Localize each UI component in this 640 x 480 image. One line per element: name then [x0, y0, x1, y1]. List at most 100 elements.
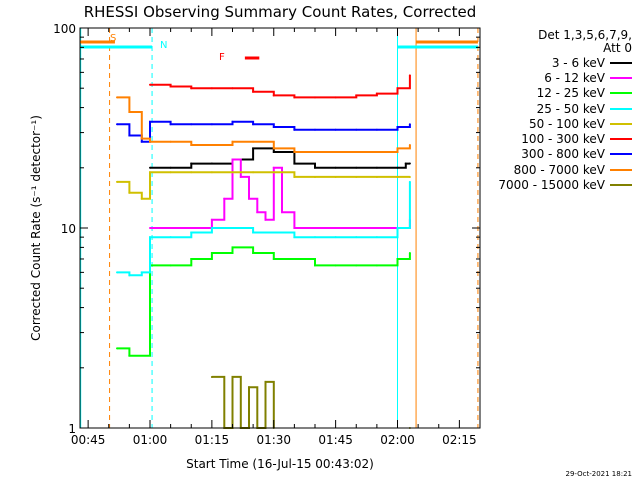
- data-point-800-7000-kev: [355, 150, 358, 153]
- data-point-25-50-kev: [314, 236, 317, 239]
- data-point-50-100-kev: [252, 171, 255, 174]
- y-tick-label: 100: [53, 22, 76, 36]
- legend-entry-label: 3 - 6 keV: [551, 55, 605, 70]
- data-point-800-7000-kev: [210, 144, 213, 147]
- legend-entry-label: 100 - 300 keV: [521, 132, 605, 147]
- legend-entry-label: 12 - 25 keV: [536, 86, 605, 101]
- legend-entry-label: 300 - 800 keV: [521, 147, 605, 162]
- legend-entry: 100 - 300 keV: [452, 131, 632, 146]
- data-point-12-25-kev: [252, 251, 255, 254]
- legend-entry: 25 - 50 keV: [452, 101, 632, 116]
- data-point-300-800-kev: [190, 123, 193, 126]
- data-point-800-7000-kev: [375, 150, 378, 153]
- data-point-50-100-kev: [355, 175, 358, 178]
- data-point-100-300-kev: [355, 94, 358, 97]
- legend-entry-label: 800 - 7000 keV: [513, 162, 605, 177]
- data-point-3-6-kev: [272, 150, 275, 153]
- legend-swatch: [610, 92, 632, 95]
- legend-swatch: [610, 168, 632, 171]
- data-point-25-50-kev: [375, 236, 378, 239]
- legend-entry-label: 7000 - 15000 keV: [498, 178, 605, 193]
- data-point-50-100-kev: [210, 171, 213, 174]
- data-point-800-7000-kev: [116, 96, 119, 99]
- data-point-100-300-kev: [408, 74, 411, 77]
- data-point-12-25-kev: [116, 347, 119, 350]
- data-point-3-6-kev: [190, 162, 193, 165]
- data-point-800-7000-kev: [396, 147, 399, 150]
- legend-entry: 6 - 12 keV: [452, 70, 632, 85]
- data-point-800-7000-kev: [190, 144, 193, 147]
- data-point-300-800-kev: [293, 128, 296, 131]
- y-axis-label: Corrected Count Rate (s⁻¹ detector⁻¹): [29, 115, 43, 341]
- data-point-25-50-kev: [128, 274, 131, 277]
- series-line-800-7000-kev: [117, 96, 411, 153]
- data-point-800-7000-kev: [169, 140, 172, 143]
- data-point-300-800-kev: [116, 123, 119, 126]
- flag-label-n: N: [160, 40, 167, 51]
- data-point-6-12-kev: [293, 227, 296, 229]
- legend-swatch: [610, 61, 632, 64]
- data-point-6-12-kev: [281, 211, 284, 214]
- data-point-800-7000-kev: [140, 137, 143, 140]
- series-line-7000-15000-kev: [212, 377, 410, 428]
- data-point-100-300-kev: [314, 96, 317, 99]
- data-point-50-100-kev: [149, 171, 152, 174]
- plot-area: S N F: [79, 28, 479, 429]
- data-point-300-800-kev: [231, 120, 234, 123]
- legend-swatch: [610, 122, 632, 125]
- flag-label-f: F: [219, 52, 225, 63]
- legend-swatch: [610, 107, 632, 110]
- data-point-6-12-kev: [223, 197, 226, 200]
- data-point-300-800-kev: [375, 128, 378, 131]
- data-point-6-12-kev: [248, 197, 251, 200]
- legend-entry-label: 50 - 100 keV: [528, 116, 605, 131]
- data-point-12-25-kev: [334, 264, 337, 267]
- data-point-800-7000-kev: [293, 150, 296, 153]
- data-point-25-50-kev: [272, 231, 275, 234]
- data-point-25-50-kev: [210, 227, 213, 229]
- data-point-3-6-kev: [334, 166, 337, 169]
- data-point-12-25-kev: [128, 354, 131, 357]
- data-point-6-12-kev: [355, 227, 358, 229]
- legend-entry: 3 - 6 keV: [452, 55, 632, 70]
- data-point-12-25-kev: [314, 264, 317, 267]
- legend: Det 1,3,5,6,7,9, Att 0 3 - 6 keV 6 - 12 k…: [452, 29, 632, 193]
- data-point-300-800-kev: [128, 134, 131, 137]
- data-point-50-100-kev: [396, 175, 399, 178]
- legend-swatch: [610, 153, 632, 156]
- legend-entries: 3 - 6 keV 6 - 12 keV 12 - 25 keV 25 - 50 ke…: [452, 55, 632, 193]
- legend-header-line-2: Att 0: [603, 41, 632, 55]
- data-point-800-7000-kev: [314, 150, 317, 153]
- chart-title: RHESSI Observing Summary Count Rates, Co…: [84, 3, 477, 21]
- x-tick-label: 01:45: [318, 433, 353, 447]
- data-point-100-300-kev: [231, 87, 234, 90]
- data-point-3-6-kev: [314, 166, 317, 169]
- data-point-800-7000-kev: [128, 111, 131, 114]
- data-point-6-12-kev: [169, 227, 172, 229]
- series-line-300-800-kev: [117, 120, 411, 143]
- data-point-50-100-kev: [128, 191, 131, 194]
- data-point-25-50-kev: [408, 180, 411, 183]
- data-point-12-25-kev: [355, 264, 358, 267]
- data-point-50-100-kev: [190, 171, 193, 174]
- data-point-100-300-kev: [396, 87, 399, 90]
- x-tick-label: 02:15: [442, 433, 477, 447]
- data-point-3-6-kev: [396, 166, 399, 169]
- data-point-3-6-kev: [404, 162, 407, 165]
- data-point-300-800-kev: [355, 128, 358, 131]
- data-point-6-12-kev: [272, 166, 275, 169]
- legend-entry: 12 - 25 keV: [452, 86, 632, 101]
- data-point-6-12-kev: [239, 175, 242, 178]
- series-line-3-6-kev: [150, 147, 410, 169]
- y-tick-label: 1: [68, 422, 76, 436]
- data-point-12-25-kev: [408, 251, 411, 254]
- data-point-12-25-kev: [231, 246, 234, 249]
- data-point-6-12-kev: [256, 211, 259, 214]
- data-point-12-25-kev: [375, 264, 378, 267]
- data-point-6-12-kev: [264, 218, 267, 221]
- data-point-100-300-kev: [149, 83, 152, 86]
- data-point-300-800-kev: [252, 123, 255, 126]
- data-point-7000-15000-kev: [210, 375, 213, 378]
- generation-timestamp: 29-Oct-2021 18:21: [566, 470, 632, 478]
- data-point-6-12-kev: [334, 227, 337, 229]
